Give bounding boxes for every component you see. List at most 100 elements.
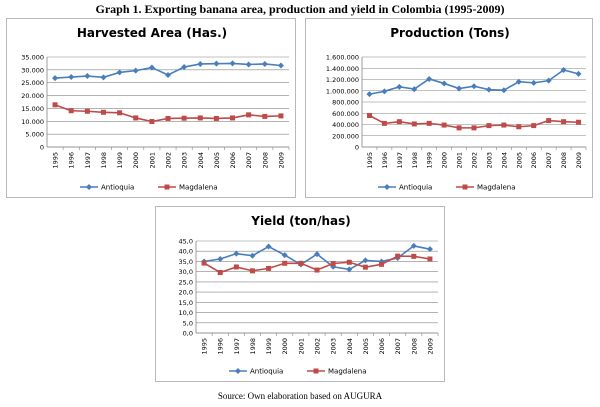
x-tick-label: 2003 [181,152,189,169]
data-point-antioquia [245,61,252,68]
data-point-magdalena [516,124,522,130]
legend-marker [164,184,170,190]
chart-title: Production (Tons) [390,26,510,40]
y-tick-label: 35.000 [21,54,44,62]
x-tick-label: 1998 [411,152,419,169]
data-point-antioquia [560,66,567,73]
chart-svg: Harvested Area (Has.) 0 5.000 10.000 15.000 2… [21,26,290,192]
data-point-magdalena [201,260,207,266]
data-point-antioquia [346,266,353,273]
x-tick-label: 2003 [330,338,338,355]
legend-marker [313,368,319,374]
x-tick-label: 1999 [426,152,434,169]
y-tick-label: 10,0 [179,309,193,317]
data-point-magdalena [233,264,239,270]
y-tick-label: 40,0 [179,248,193,256]
x-tick-label: 1998 [100,152,108,169]
data-point-magdalena [379,261,385,267]
data-point-antioquia [148,64,155,71]
chart-harvested-area: Harvested Area (Has.) 0 5.000 10.000 15.000 2… [6,18,296,198]
chart-yield: Yield (ton/has) 0,0 5,0 10,0 15,0 20,0 25,0 30,… [155,206,445,382]
legend-marker [235,368,241,374]
data-point-antioquia [441,80,448,87]
y-tick-label: 25.000 [21,79,44,87]
y-tick-label: 45,0 [179,238,193,246]
data-point-antioquia [181,64,188,71]
x-tick-label: 2007 [394,338,402,355]
data-point-magdalena [546,118,552,124]
y-tick-label: 0,0 [183,330,193,338]
data-point-antioquia [132,67,139,74]
data-point-magdalena [262,113,268,119]
data-point-antioquia [456,85,463,92]
data-point-magdalena [84,108,90,114]
legend-label: Antioquia [399,184,432,192]
x-tick-label: 2002 [165,152,173,169]
data-point-antioquia [314,251,320,258]
legend-label: Magdalena [179,184,217,192]
y-tick-label: 5.000 [25,131,44,139]
y-tick-label: 1.000.000 [326,87,359,95]
x-tick-label: 2000 [281,338,289,355]
data-point-antioquia [396,83,403,90]
data-point-antioquia [366,91,373,98]
y-tick-label: 35,0 [179,258,193,266]
x-tick-label: 2001 [297,338,305,355]
x-tick-label: 2006 [229,152,237,169]
data-point-magdalena [531,123,537,129]
chart-svg: Production (Tons) 0 200.000 400.000 600.000 8… [326,26,587,192]
data-point-antioquia [197,60,204,67]
data-point-magdalena [366,113,372,118]
data-point-antioquia [116,69,123,76]
data-point-magdalena [471,125,477,131]
data-point-antioquia [68,74,75,81]
data-point-magdalena [486,123,492,129]
y-tick-label: 15,0 [179,299,193,307]
data-point-antioquia [84,73,91,80]
legend-label: Magdalena [328,368,366,376]
x-tick-label: 2000 [441,152,449,169]
data-point-antioquia [165,72,171,78]
data-point-magdalena [396,119,402,125]
data-point-antioquia [249,252,256,259]
legend-marker [86,184,92,190]
data-point-magdalena [411,253,417,259]
data-point-antioquia [411,86,418,93]
legend-marker [384,184,390,190]
data-point-magdalena [100,109,106,115]
data-point-antioquia [261,60,268,67]
x-tick-label: 1996 [381,152,389,169]
data-point-antioquia [362,257,369,264]
y-tick-label: 15.000 [21,105,44,113]
data-point-magdalena [381,120,387,126]
x-tick-label: 1997 [233,338,241,355]
data-point-magdalena [181,115,187,121]
x-tick-label: 1995 [201,338,209,355]
data-point-antioquia [229,60,236,67]
data-point-antioquia [471,83,477,90]
legend-label: Antioquia [250,368,283,376]
x-tick-label: 2005 [362,338,370,355]
data-point-magdalena [426,120,432,126]
data-point-magdalena [197,115,203,121]
y-tick-label: 20.000 [21,92,44,100]
data-point-antioquia [500,87,507,94]
data-point-magdalena [395,253,401,259]
data-point-magdalena [456,125,462,131]
x-tick-label: 2005 [515,152,523,169]
data-point-magdalena [561,119,567,125]
data-point-magdalena [427,256,433,262]
data-point-antioquia [485,86,492,93]
x-tick-label: 2009 [575,152,583,169]
x-tick-label: 2006 [530,152,538,169]
x-tick-label: 2004 [197,152,205,169]
data-point-magdalena [501,122,507,128]
x-tick-label: 2008 [560,152,568,169]
chart-production: Production (Tons) 0 200.000 400.000 600.000 8… [305,18,593,198]
data-point-magdalena [298,260,304,266]
data-point-antioquia [426,75,433,82]
data-point-magdalena [149,119,155,125]
x-tick-label: 2001 [148,152,156,169]
x-tick-label: 1997 [84,152,92,169]
data-point-magdalena [346,259,352,265]
